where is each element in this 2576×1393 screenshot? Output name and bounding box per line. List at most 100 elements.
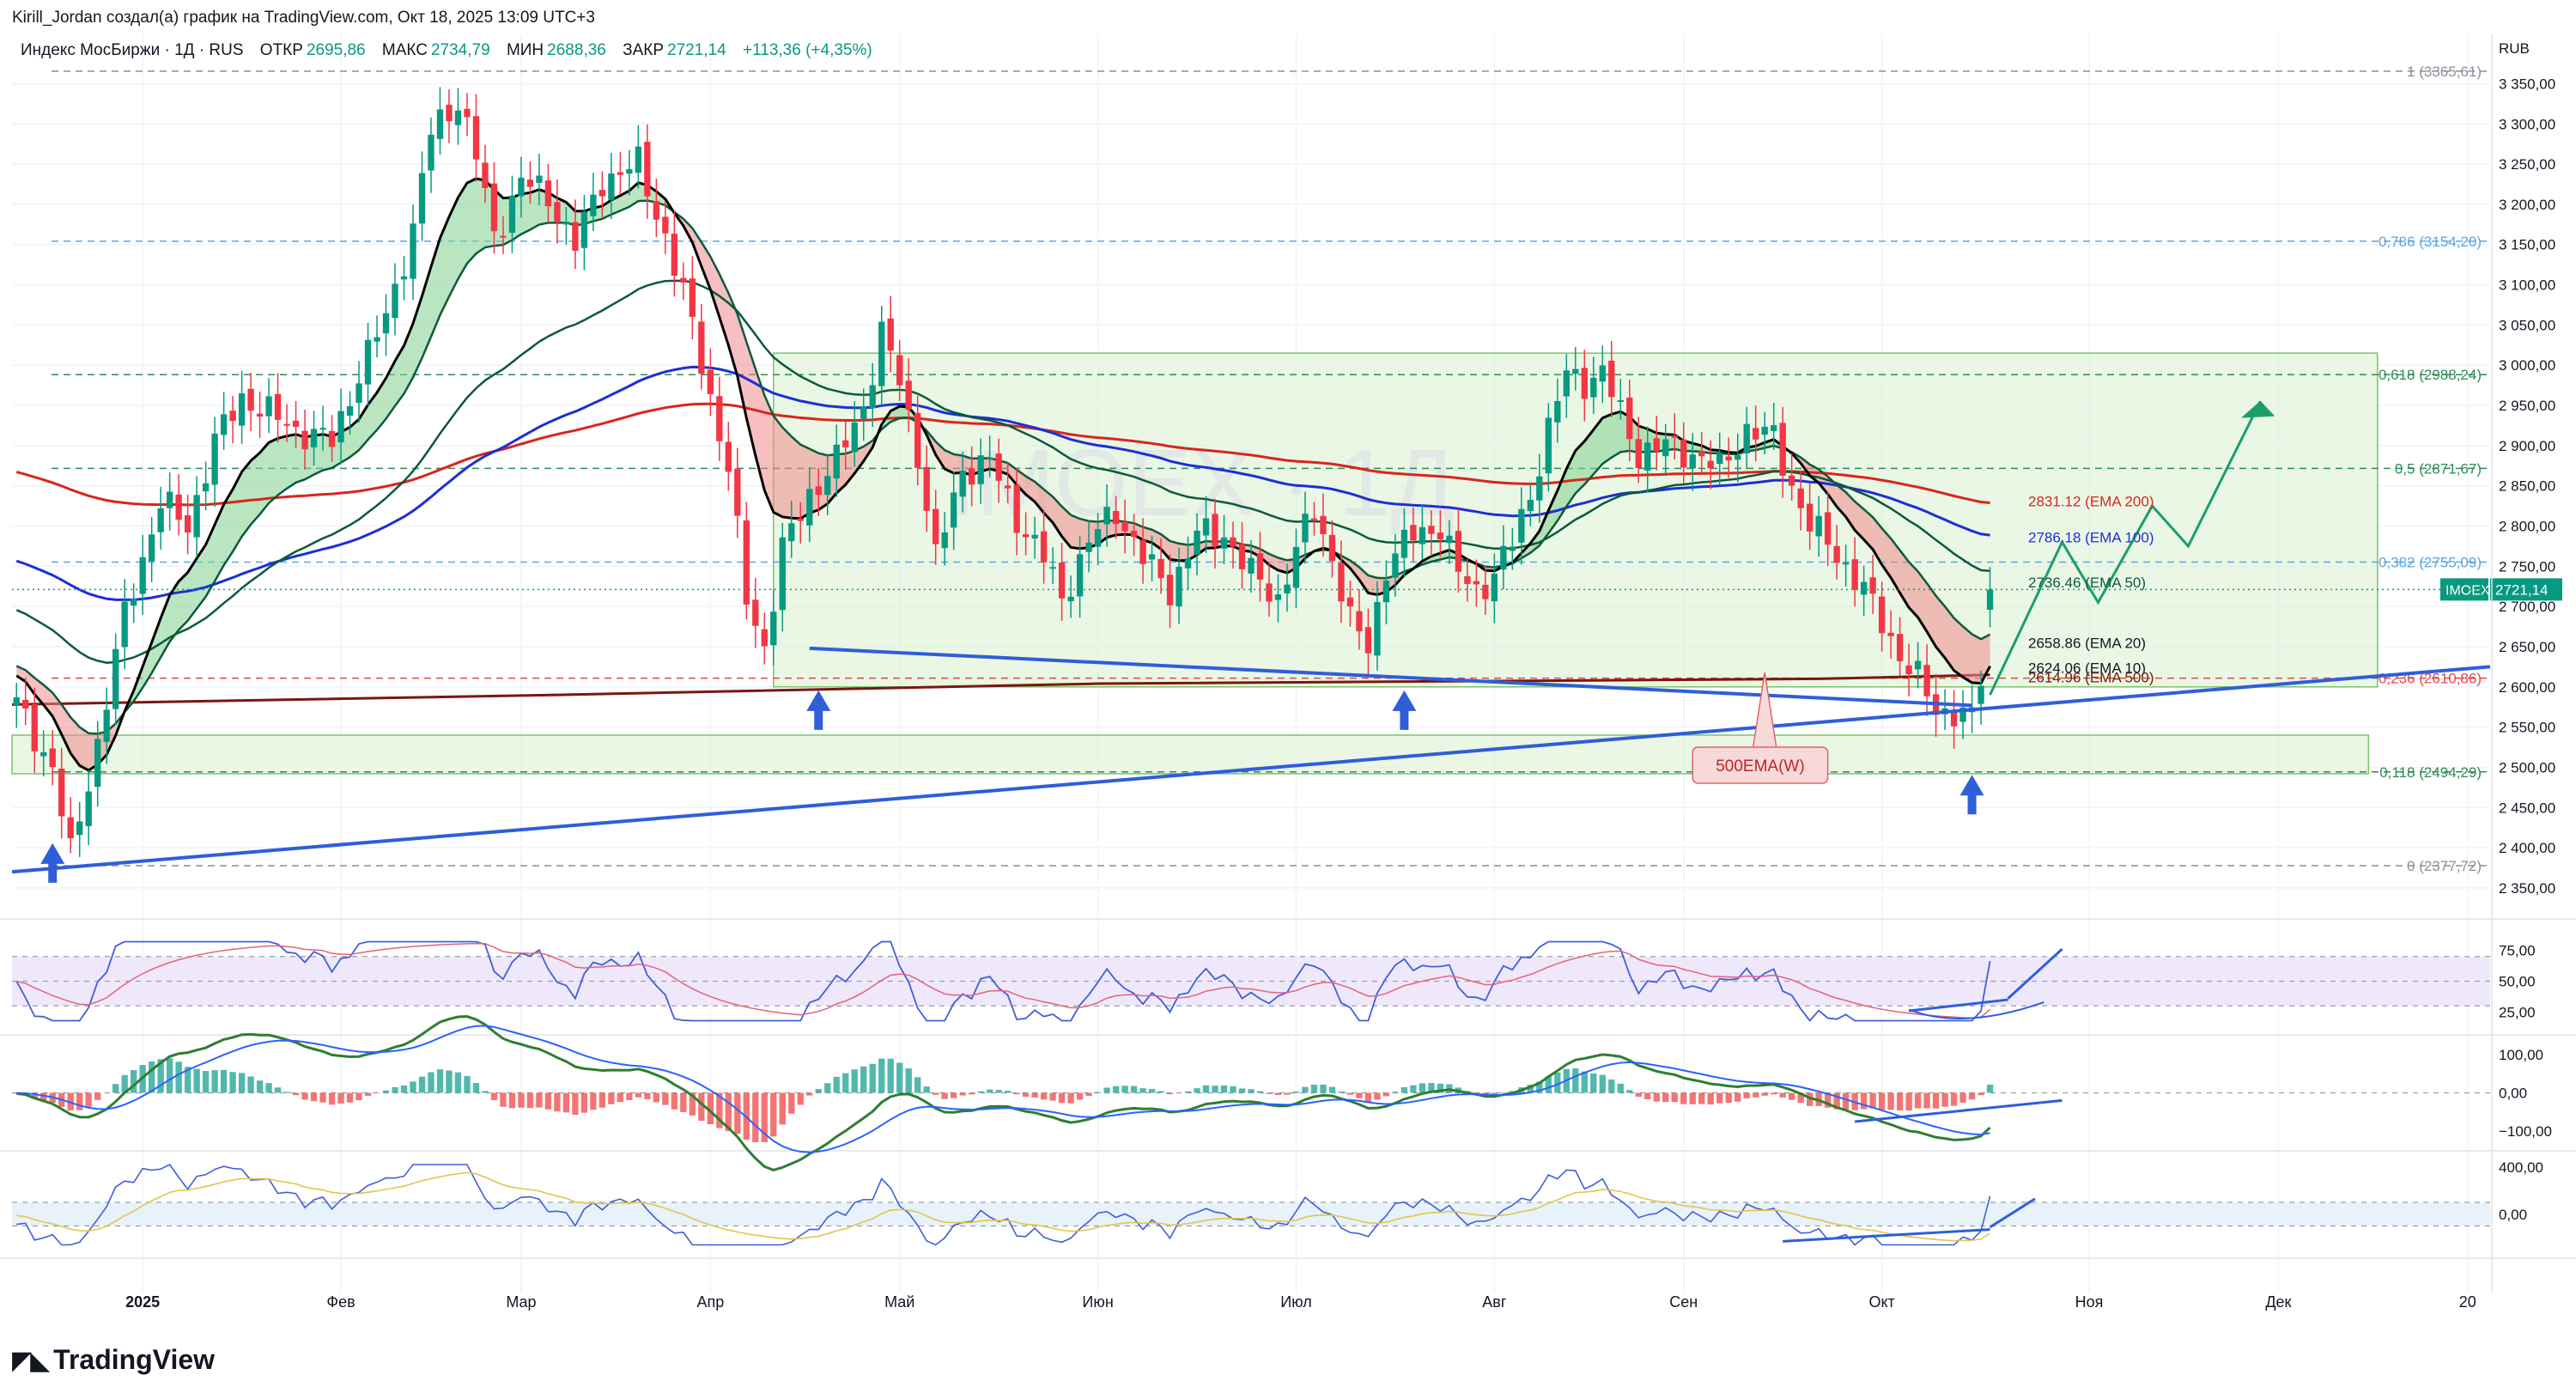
time-tick-label: Ноя [2075, 1293, 2104, 1311]
macd-histogram-bar [1419, 1083, 1426, 1093]
candle [1842, 544, 1850, 587]
candle [67, 797, 74, 854]
macd-histogram-bar [1878, 1092, 1886, 1110]
ribbon-segment [764, 395, 774, 513]
macd-histogram-bar [112, 1084, 119, 1093]
candle [1959, 690, 1966, 739]
macd-histogram-bar [1545, 1076, 1552, 1093]
candle-body [580, 211, 588, 248]
candle [319, 405, 326, 451]
macd-histogram-bar [85, 1092, 92, 1107]
rsi-signal-line [16, 942, 1991, 1019]
macd-histogram-bar [941, 1092, 948, 1099]
price-tick-label: 2 600,00 [2499, 679, 2555, 696]
candle-body [410, 223, 416, 279]
ribbon-segment [566, 202, 575, 226]
ema100-line [15, 365, 1990, 601]
candle-body [617, 172, 624, 175]
candle [355, 361, 362, 423]
candle [914, 395, 921, 486]
macd-histogram-bar [526, 1092, 534, 1109]
macd-histogram-bar [1527, 1084, 1534, 1093]
candle-body [1869, 577, 1876, 594]
ribbon-segment [1845, 492, 1856, 531]
macd-histogram-bar [1031, 1092, 1038, 1098]
candle-body [464, 108, 471, 118]
candle-body [76, 821, 83, 836]
candle-body [1392, 553, 1399, 578]
candle [1328, 520, 1336, 578]
time-tick-label: Май [884, 1293, 914, 1311]
candle-body [1608, 360, 1615, 398]
macd-histogram-bar [896, 1062, 903, 1093]
price-tick-label: 2 950,00 [2499, 398, 2555, 414]
macd-histogram-bar [968, 1092, 975, 1095]
candle-body [1094, 529, 1102, 547]
candle [472, 94, 480, 182]
candle [1194, 513, 1200, 575]
close-label: ЗАКР [623, 41, 665, 59]
time-axis: 2025 Фев Мар Апр Май Июн Июл Авг Сен Окт Ноя Дек 20 [125, 1293, 2476, 1311]
candle-body [707, 369, 714, 394]
candle-body [1950, 711, 1958, 727]
ribbon-segment [476, 179, 485, 254]
candle-body [1671, 435, 1678, 438]
macd-histogram-bar [1599, 1074, 1606, 1093]
candle [1860, 565, 1868, 617]
candle-body [58, 769, 65, 817]
candle [1599, 345, 1606, 404]
candle [662, 201, 669, 255]
tradingview-logo[interactable]: ◤◣ TradingView [12, 1344, 215, 1376]
candle [454, 88, 462, 145]
candle [1410, 507, 1417, 563]
candle-body [1815, 515, 1822, 537]
macd-histogram-bar [1184, 1091, 1192, 1093]
candle-body [1076, 554, 1084, 597]
candle [364, 322, 372, 406]
macd-histogram-bar [1572, 1068, 1579, 1093]
macd-divergence-line [1854, 1098, 2063, 1123]
candle [310, 411, 318, 466]
close-value: 2721,14 [667, 41, 726, 59]
candle [1220, 514, 1228, 565]
macd-histogram-bar [833, 1076, 840, 1093]
macd-histogram-bar [1869, 1092, 1876, 1109]
macd-histogram-bar [1022, 1092, 1030, 1097]
macd-histogram-bar [1374, 1092, 1381, 1100]
symbol-name: Индекс МосБиржи · 1Д · RUS [21, 41, 244, 59]
candle [121, 579, 128, 670]
candle-body [1356, 611, 1363, 632]
candle-body [1274, 594, 1282, 600]
candle [671, 210, 678, 297]
candle-body [1382, 580, 1390, 603]
ribbon-segment [1107, 520, 1116, 538]
ribbon-segment [1881, 528, 1892, 578]
macd-histogram-bar [1608, 1079, 1615, 1093]
candle [1266, 563, 1273, 617]
macd-histogram-bar [436, 1069, 444, 1093]
candle-body [1887, 632, 1894, 636]
macd-histogram-bar [951, 1092, 957, 1098]
macd-histogram-bar [608, 1092, 615, 1104]
open-label: ОТКР [259, 41, 303, 59]
macd-histogram-bar [382, 1090, 390, 1093]
candle-body [1374, 601, 1381, 656]
candle-body [283, 423, 290, 426]
macd-histogram-bar [472, 1083, 480, 1093]
candle-body [1437, 532, 1444, 540]
candle-body [1400, 529, 1408, 558]
candle [1779, 406, 1786, 498]
ema-value-label: 2614.96 (EMA 500) [2028, 670, 2154, 686]
macd-histogram-bar [518, 1092, 525, 1108]
rsi-tick-label: 75,00 [2499, 943, 2536, 959]
macd-histogram-bar [914, 1077, 921, 1093]
ema-value-label: 2658.86 (EMA 20) [2028, 635, 2146, 651]
up-arrow-icon [806, 690, 831, 730]
candle [1581, 350, 1588, 422]
candle-body [1680, 439, 1687, 468]
candle [1248, 540, 1255, 593]
candle [1806, 482, 1814, 551]
ribbon-segment [169, 581, 179, 642]
candle [933, 490, 939, 565]
